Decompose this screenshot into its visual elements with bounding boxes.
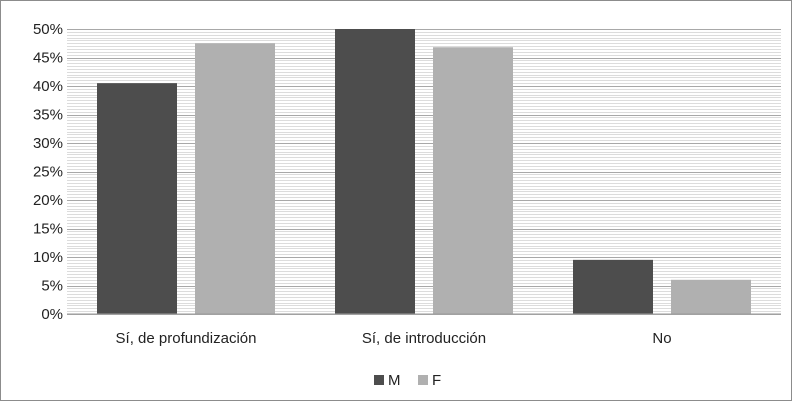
x-tick-label: Sí, de profundización [116, 330, 257, 347]
x-tick-label: No [652, 330, 671, 347]
y-tick-label: 30% [33, 135, 63, 152]
y-tick-label: 15% [33, 221, 63, 238]
gridlines [67, 29, 781, 315]
legend-swatch-m [374, 375, 384, 385]
y-tick-label: 10% [33, 249, 63, 266]
x-axis-ticks: Sí, de profundización Sí, de introducción… [116, 330, 672, 347]
bar-m-2 [573, 259, 653, 314]
y-tick-label: 5% [41, 278, 63, 295]
bar-f-0 [195, 43, 275, 314]
y-tick-label: 35% [33, 107, 63, 124]
y-tick-label: 45% [33, 50, 63, 67]
bar-m-0 [97, 83, 177, 315]
legend-label-f: F [432, 372, 441, 389]
bar-f-1 [433, 47, 513, 315]
legend-swatch-f [418, 375, 428, 385]
bar-m-1 [335, 29, 415, 314]
bars [97, 29, 751, 315]
legend-label-m: M [388, 372, 401, 389]
y-axis-ticks: 0% 5% 10% 15% 20% 25% 30% 35% 40% 45% 50% [33, 21, 63, 323]
y-tick-label: 25% [33, 164, 63, 181]
bar-f-2 [671, 279, 751, 314]
y-tick-label: 0% [41, 306, 63, 323]
x-tick-label: Sí, de introducción [362, 330, 486, 347]
y-tick-label: 20% [33, 192, 63, 209]
y-tick-label: 40% [33, 78, 63, 95]
y-tick-label: 50% [33, 21, 63, 38]
